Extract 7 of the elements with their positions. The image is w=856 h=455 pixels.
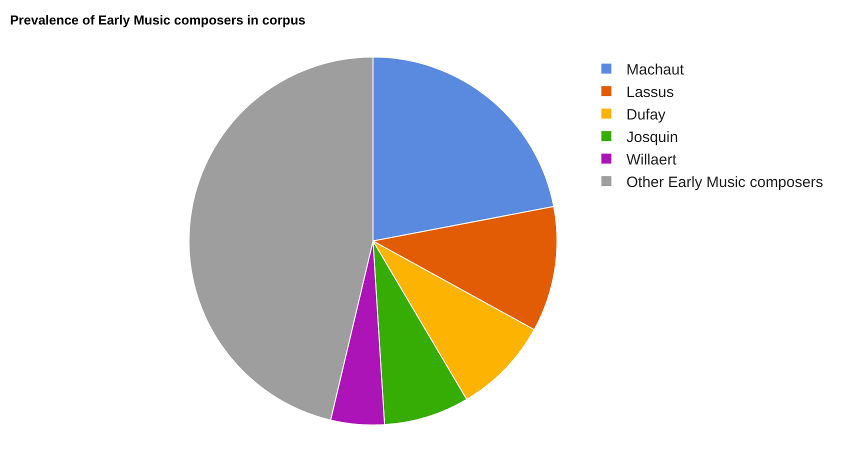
legend-label: Josquin	[626, 128, 678, 146]
legend-label: Lassus	[626, 84, 674, 101]
legend-label: Machaut	[626, 61, 685, 78]
legend-label: Dufay	[626, 106, 666, 124]
legend-label: Other Early Music composers	[626, 174, 824, 191]
legend-label: Willaert	[626, 151, 678, 168]
chart-title: Prevalence of Early Music composers in corpus	[10, 12, 306, 28]
